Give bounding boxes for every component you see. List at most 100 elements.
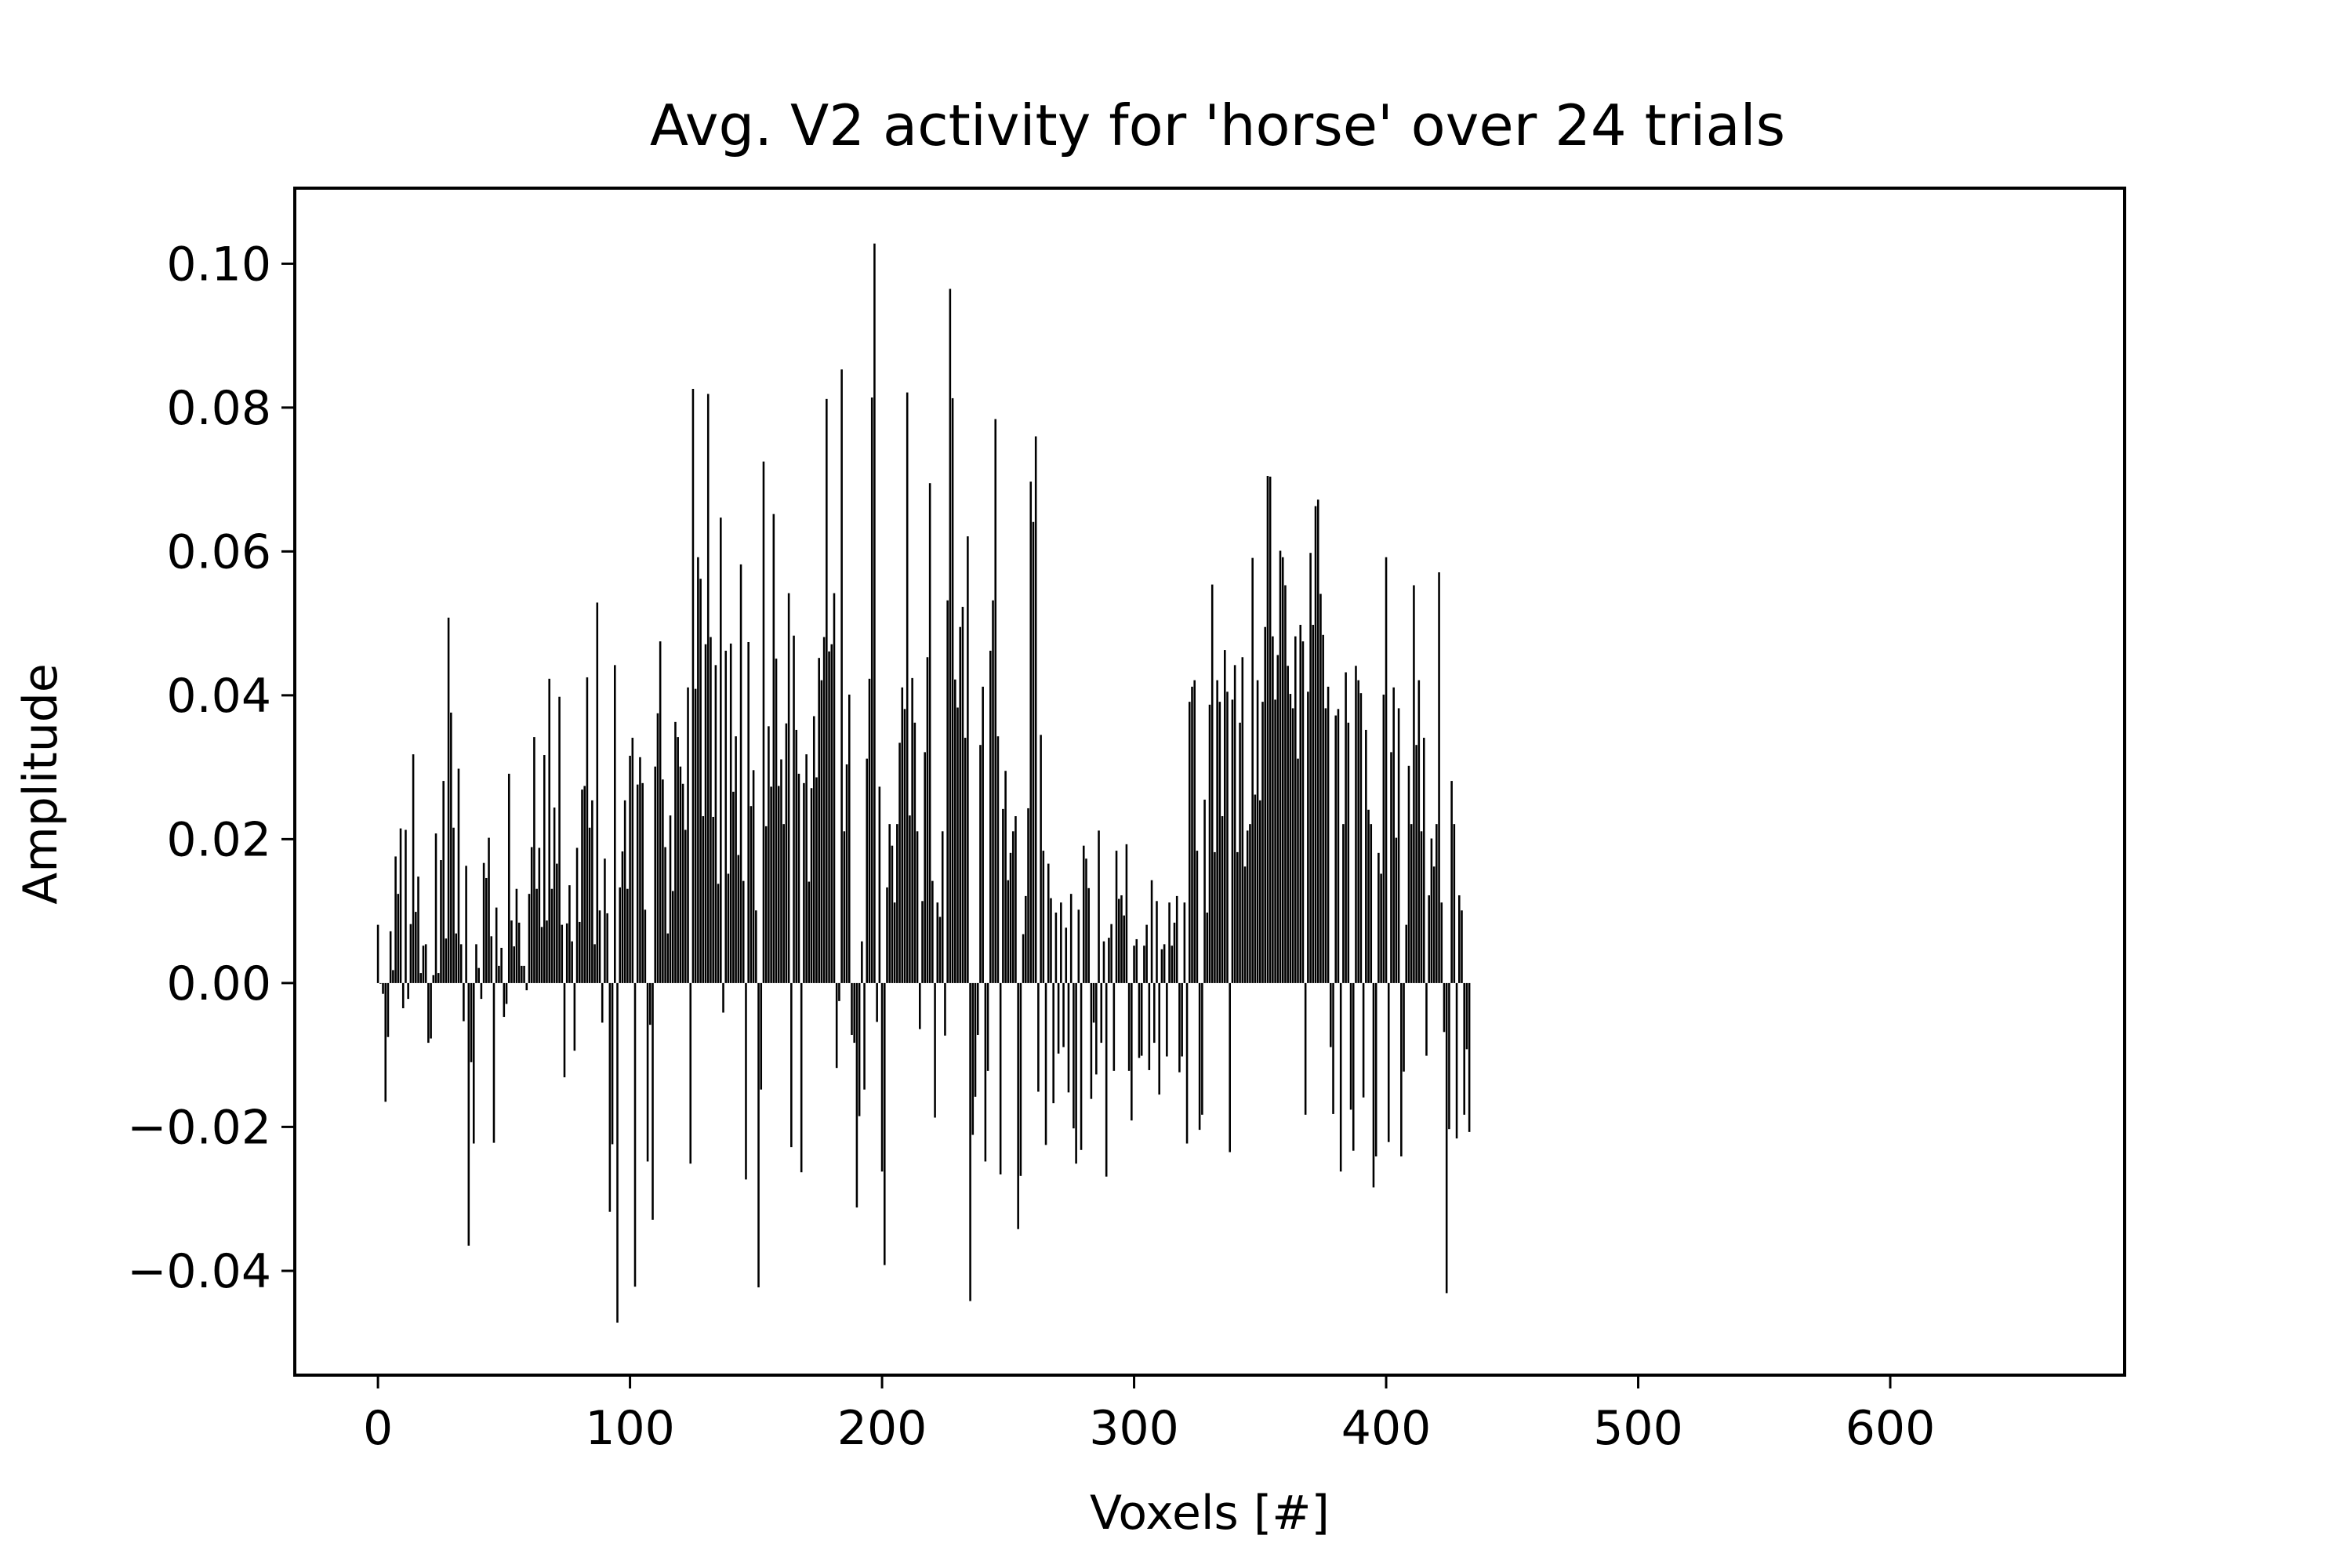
bar xyxy=(1438,572,1440,983)
bar xyxy=(1002,808,1004,983)
bar xyxy=(1009,852,1012,983)
bar xyxy=(401,982,405,1009)
bar xyxy=(1316,499,1319,983)
bar xyxy=(1345,672,1347,983)
bar xyxy=(926,657,929,983)
bar xyxy=(1166,982,1168,1057)
bar xyxy=(540,927,543,983)
bar xyxy=(742,880,745,983)
bar xyxy=(1279,550,1282,983)
bar xyxy=(1428,895,1430,983)
bar xyxy=(1052,982,1054,1104)
bar xyxy=(694,688,697,983)
bar xyxy=(1011,831,1014,983)
bar xyxy=(1152,982,1156,1044)
bar xyxy=(785,723,788,983)
bar xyxy=(969,982,971,1301)
bar xyxy=(1403,982,1405,1072)
bar xyxy=(1299,624,1302,983)
bar xyxy=(631,738,634,983)
bar xyxy=(830,644,833,983)
bar xyxy=(1307,691,1309,983)
bar xyxy=(561,924,564,983)
bar xyxy=(1241,657,1244,983)
bar xyxy=(422,946,425,983)
bar xyxy=(639,757,641,983)
bar xyxy=(1284,585,1287,983)
bar xyxy=(1330,982,1332,1047)
x-tick-label: 0 xyxy=(363,1401,393,1456)
bar xyxy=(442,781,445,983)
bar xyxy=(563,982,566,1078)
bar xyxy=(1143,946,1145,983)
bar xyxy=(1461,910,1463,983)
bar xyxy=(1390,752,1392,983)
bar xyxy=(1349,982,1352,1110)
bar xyxy=(1216,680,1218,983)
bar xyxy=(1073,982,1075,1129)
bar xyxy=(1087,887,1090,983)
bar xyxy=(810,788,813,983)
bar xyxy=(671,891,674,983)
bar xyxy=(579,921,581,983)
bar xyxy=(1224,650,1226,983)
bar xyxy=(1357,680,1359,983)
bar xyxy=(911,677,913,983)
bar xyxy=(732,791,735,983)
bar xyxy=(387,982,390,1037)
bar xyxy=(838,982,840,1001)
bar xyxy=(1415,745,1417,983)
bar xyxy=(405,829,407,983)
bar xyxy=(397,894,400,983)
y-tick-label: −0.02 xyxy=(127,1100,271,1155)
bar xyxy=(662,779,664,983)
bar xyxy=(820,680,823,983)
bar xyxy=(752,770,755,983)
bar xyxy=(503,982,506,1018)
bar xyxy=(1251,557,1254,983)
bar xyxy=(1272,636,1274,983)
bar xyxy=(853,982,855,1044)
bar xyxy=(583,786,586,983)
bar xyxy=(1140,982,1143,1056)
bar xyxy=(1422,738,1425,983)
bar xyxy=(1082,845,1085,983)
bar xyxy=(1168,902,1171,983)
bar xyxy=(1355,666,1357,983)
bar xyxy=(1185,982,1189,1144)
bar xyxy=(1337,709,1340,983)
bar xyxy=(1432,866,1436,983)
bar xyxy=(1158,982,1160,1095)
bar xyxy=(1100,982,1103,1044)
bar xyxy=(1465,982,1468,1050)
bar xyxy=(896,824,898,983)
x-tick-label: 200 xyxy=(837,1401,927,1456)
bar xyxy=(1090,982,1093,1099)
bar xyxy=(1062,982,1065,1047)
bar xyxy=(399,828,402,983)
bar xyxy=(777,786,780,983)
bar xyxy=(976,982,979,1035)
bar xyxy=(452,827,455,983)
bar xyxy=(1007,880,1010,983)
bar xyxy=(760,982,763,1090)
bar xyxy=(533,737,535,983)
bar xyxy=(745,982,747,1180)
bar xyxy=(936,902,939,983)
bar xyxy=(521,965,523,983)
bar xyxy=(379,982,382,984)
bar xyxy=(432,975,435,983)
bar xyxy=(586,677,589,983)
bar xyxy=(880,982,884,1172)
bar xyxy=(964,738,967,983)
bar xyxy=(546,920,548,983)
bar xyxy=(1065,927,1068,983)
bar xyxy=(982,686,984,983)
bar xyxy=(755,910,757,983)
bar xyxy=(1261,702,1264,983)
bar xyxy=(1117,898,1120,983)
bar xyxy=(619,887,621,983)
bar xyxy=(392,970,394,983)
bar xyxy=(477,967,480,983)
